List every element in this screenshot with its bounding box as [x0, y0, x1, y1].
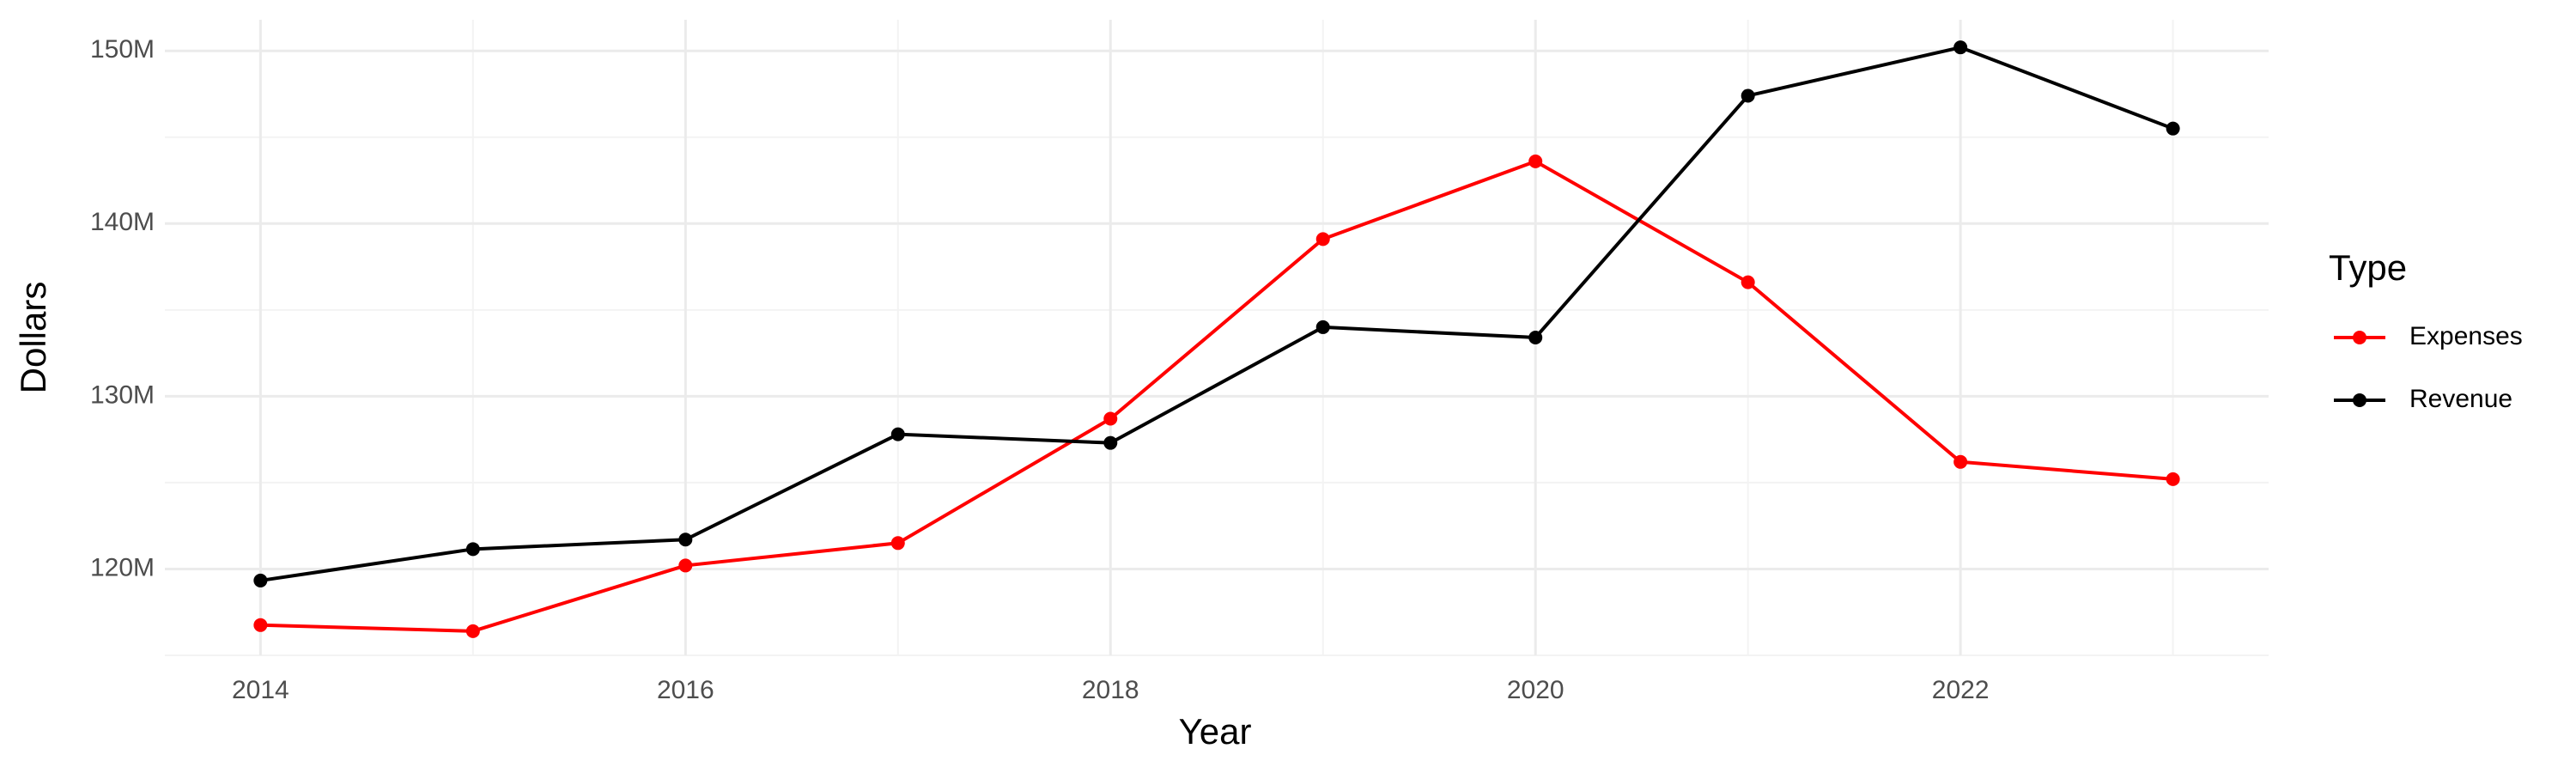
- data-point: [253, 618, 268, 632]
- data-point: [1103, 435, 1118, 450]
- legend-title: Type: [2329, 247, 2407, 288]
- x-tick-label: 2020: [1507, 676, 1564, 704]
- data-point: [465, 624, 480, 638]
- legend-marker: [2353, 393, 2366, 407]
- data-point: [890, 427, 905, 441]
- x-tick-label: 2016: [657, 676, 714, 704]
- y-tick-label: 130M: [90, 380, 155, 409]
- data-point: [678, 533, 693, 547]
- data-point: [253, 573, 268, 587]
- data-point: [890, 536, 905, 551]
- data-point: [678, 558, 693, 573]
- y-axis-title: Dollars: [13, 282, 53, 394]
- y-tick-label: 140M: [90, 208, 155, 236]
- data-point: [1953, 454, 1968, 469]
- data-point: [1528, 154, 1543, 168]
- x-axis-title: Year: [1179, 711, 1252, 752]
- x-tick-label: 2022: [1932, 676, 1990, 704]
- data-point: [465, 542, 480, 557]
- data-point: [1103, 411, 1118, 426]
- x-tick-label: 2014: [232, 676, 289, 704]
- series-line: [260, 159, 2173, 633]
- data-point: [1953, 40, 1968, 55]
- series-line: [260, 46, 2174, 582]
- y-tick-label: 150M: [90, 35, 155, 64]
- data-point: [1741, 275, 1755, 289]
- data-point: [2166, 121, 2180, 136]
- data-point: [1315, 320, 1330, 334]
- legend-label: Expenses: [2409, 322, 2523, 350]
- data-point: [1528, 331, 1543, 344]
- legend-label: Revenue: [2409, 385, 2512, 413]
- y-tick-label: 120M: [90, 553, 155, 581]
- legend-marker: [2353, 331, 2366, 344]
- data-point: [1315, 232, 1330, 247]
- data-point: [2166, 472, 2180, 486]
- data-point: [1741, 88, 1755, 103]
- x-tick-label: 2018: [1082, 676, 1139, 704]
